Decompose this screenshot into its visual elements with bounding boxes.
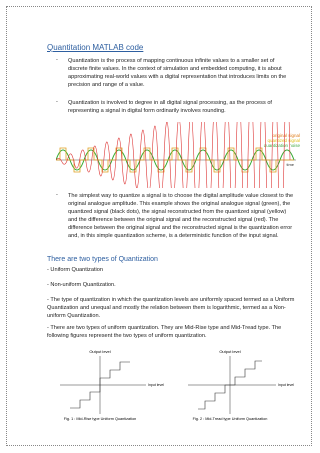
legend-entry: quantization noise	[264, 143, 301, 148]
signal-figure: original signal quantized signal quantiz…	[56, 122, 301, 188]
title: Quantitation MATLAB code	[47, 43, 144, 52]
bullet: Quantization is the process of mapping c…	[68, 58, 287, 88]
bullet-mark: -	[56, 192, 58, 198]
mid-rise-figure: Output level Input level Fig. 1 : Mid-Ri…	[60, 349, 164, 421]
legend-entry: original signal	[272, 133, 300, 138]
legend-entry: quantized signal	[267, 138, 300, 143]
bullet-mark: -	[56, 99, 58, 105]
list-item: - Uniform Quantization	[47, 267, 103, 273]
section-heading: There are two types of Quantization	[47, 256, 158, 263]
bullet: Quantization is involved to degree in al…	[68, 100, 272, 114]
paragraph: - The type of quantization in which the …	[47, 297, 295, 319]
caption: Fig. 2 : Mid-Tread type Uniform Quantiza…	[193, 417, 268, 421]
list-item: - Non-uniform Quantization.	[47, 282, 116, 288]
axis-label: time	[286, 162, 294, 167]
bullet-mark: -	[56, 57, 58, 63]
axis-label: Output level	[89, 349, 110, 354]
page-border	[6, 6, 312, 446]
quantization-figures: Output level Input level Fig. 1 : Mid-Ri…	[60, 349, 294, 421]
axis-label: Input level	[148, 383, 164, 387]
caption: Fig. 1 : Mid-Rise type Uniform Quantizat…	[64, 417, 137, 421]
paragraph: - There are two types of uniform quantiz…	[47, 325, 282, 339]
bullet: The simplest way to quantize a signal is…	[68, 193, 294, 239]
quantized-signal	[56, 147, 294, 173]
original-signal	[56, 149, 295, 171]
quantization-noise	[56, 122, 291, 188]
axis-label: Output level	[219, 349, 240, 354]
mid-tread-figure: Output level Input level Fig. 2 : Mid-Tr…	[188, 349, 294, 421]
axis-label: Input level	[278, 383, 294, 387]
